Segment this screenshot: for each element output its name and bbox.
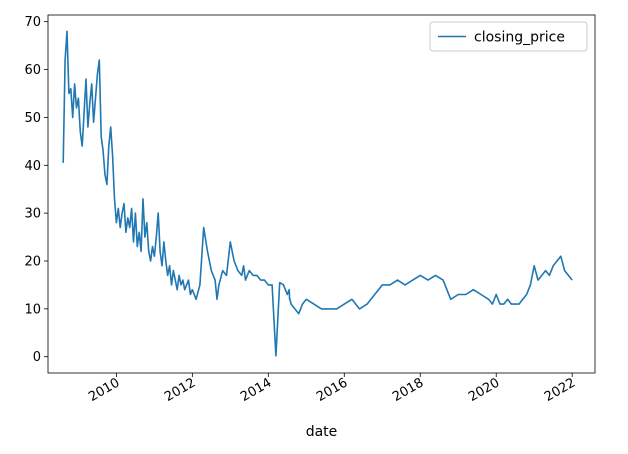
x-axis: 2010 2012 2014 2016 2018 2020 2022: [86, 373, 578, 405]
series-line-closing-price: [62, 30, 573, 357]
y-tick-label: 20: [24, 255, 41, 270]
y-axis: 0 10 20 30 40 50 60 70: [24, 15, 48, 365]
x-tick-label: 2018: [390, 375, 426, 405]
y-tick-label: 0: [33, 350, 41, 365]
y-tick-label: 40: [24, 159, 41, 174]
x-tick-label: 2022: [542, 375, 578, 405]
x-tick-label: 2014: [238, 375, 274, 405]
y-tick-label: 10: [24, 302, 41, 317]
plot-border: [47, 14, 596, 374]
y-tick-label: 50: [24, 111, 41, 126]
legend-box: [429, 21, 588, 52]
plot-frame: [47, 14, 596, 374]
legend: closing_price: [429, 21, 588, 52]
y-tick-label: 30: [24, 207, 41, 222]
x-axis-label: date: [306, 424, 338, 440]
x-tick-label: 2020: [466, 375, 502, 405]
y-tick-label: 60: [24, 63, 41, 78]
x-tick-label: 2012: [162, 375, 198, 405]
x-tick-label: 2016: [314, 375, 350, 405]
y-tick-label: 70: [24, 15, 41, 30]
legend-label: closing_price: [474, 30, 565, 46]
series-layer: [62, 30, 573, 357]
x-tick-label: 2010: [86, 375, 122, 405]
